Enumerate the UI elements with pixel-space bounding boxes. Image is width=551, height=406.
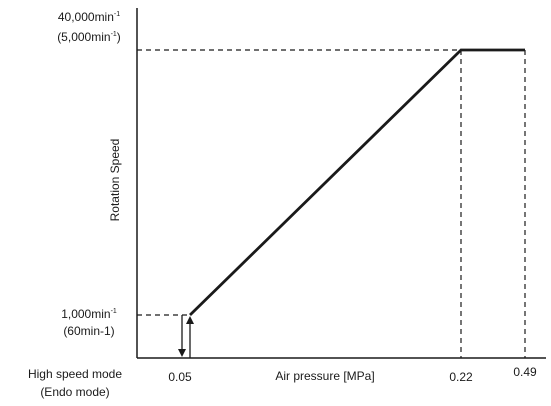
low-speed-arrows	[178, 315, 194, 358]
axes	[136, 8, 546, 359]
mode-label: High speed mode (Endo mode)	[6, 365, 144, 401]
mode-label-line2: (Endo mode)	[40, 385, 110, 399]
x-tick-label: 0.22	[449, 370, 473, 384]
x-tick-label: 0.05	[168, 370, 192, 384]
y-tick-label-top: 40,000min-1 (5,000min-1)	[44, 6, 134, 46]
y-tick-label-low: 1,000min-1 (60min-1)	[44, 303, 134, 340]
series-line	[189, 48, 525, 317]
y-tick-top-line1: 40,000min-1	[57, 10, 121, 24]
series-layer	[189, 48, 526, 317]
y-tick-top-line2: (5,000min-1)	[57, 30, 121, 44]
reference-lines	[137, 49, 526, 358]
down-arrow-head	[178, 349, 186, 357]
y-tick-low-line1: 1,000min-1	[61, 307, 117, 321]
up-arrow-head	[186, 316, 194, 324]
x-axis-title: Air pressure [MPa]	[275, 369, 375, 383]
x-tick-label: 0.49	[513, 365, 537, 379]
y-tick-low-line2: (60min-1)	[63, 324, 115, 338]
mode-label-line1: High speed mode	[27, 367, 123, 381]
y-axis-title: Rotation Speed	[108, 138, 122, 222]
